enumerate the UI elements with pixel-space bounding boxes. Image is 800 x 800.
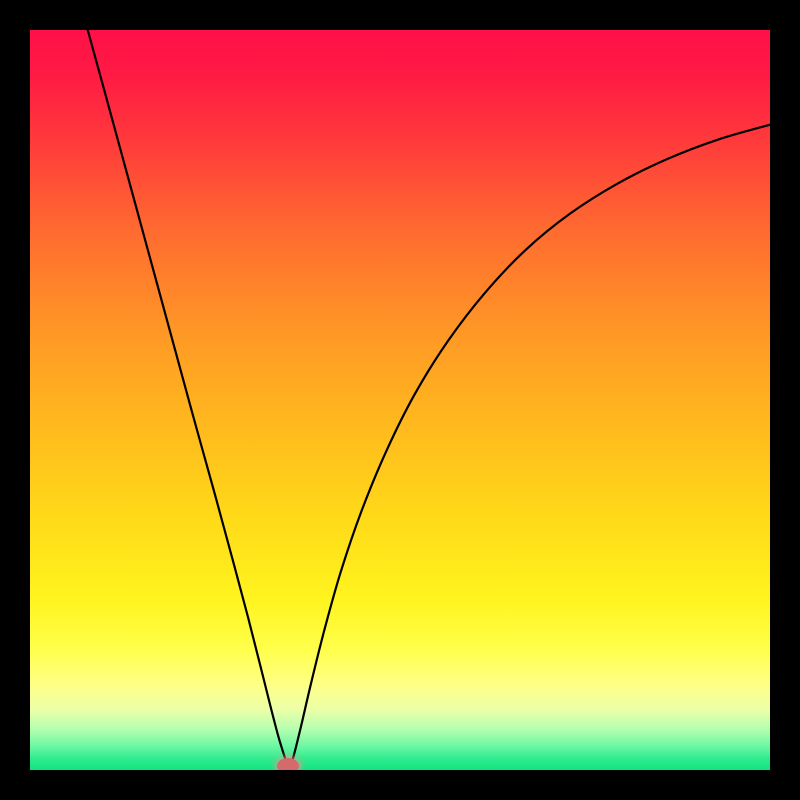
curve-layer (30, 30, 770, 770)
minimum-marker (277, 758, 299, 770)
plot-area (30, 30, 770, 770)
curve-left-branch (88, 30, 289, 770)
curve-right-branch (289, 125, 770, 770)
chart-frame (0, 0, 800, 800)
